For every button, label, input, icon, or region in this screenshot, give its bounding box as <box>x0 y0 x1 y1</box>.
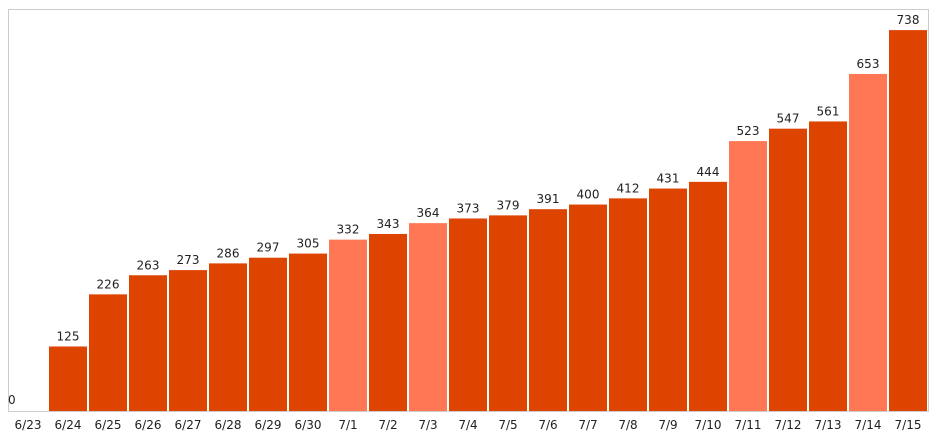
category-label: 6/27 <box>175 418 202 432</box>
category-label: 7/13 <box>815 418 842 432</box>
bar-7-13 <box>809 121 847 412</box>
bar-7-8 <box>609 198 647 411</box>
bar-7-11 <box>729 141 767 411</box>
value-label: 379 <box>497 198 520 212</box>
value-label: 332 <box>337 223 360 237</box>
value-label: 373 <box>457 201 480 215</box>
category-label: 6/26 <box>135 418 162 432</box>
plot-frame <box>8 9 929 412</box>
value-label: 305 <box>297 237 320 251</box>
value-label: 561 <box>817 104 840 118</box>
category-label: 6/28 <box>215 418 242 432</box>
bar-6-25 <box>89 294 127 411</box>
value-label: 263 <box>137 258 160 272</box>
category-label: 7/9 <box>658 418 677 432</box>
value-label: 0 <box>8 393 16 407</box>
bar-6-26 <box>129 275 167 411</box>
value-label: 412 <box>617 181 640 195</box>
bar-7-2 <box>369 233 407 411</box>
category-label: 7/4 <box>458 418 477 432</box>
category-label: 7/1 <box>338 418 357 432</box>
category-labels-group: 6/23 6/24 6/25 6/26 6/27 6/28 6/29 6/30 7/1 7/2 7/… <box>15 418 922 432</box>
bar-7-1 <box>329 239 367 411</box>
value-label: 444 <box>697 165 720 179</box>
bar-6-28 <box>209 263 247 411</box>
bar-7-9 <box>649 188 687 411</box>
category-label: 6/23 <box>15 418 42 432</box>
value-label: 653 <box>857 57 880 71</box>
bar-7-6 <box>529 209 567 411</box>
bar-7-15 <box>889 30 927 412</box>
value-label: 125 <box>57 329 80 343</box>
bar-7-7 <box>569 204 607 411</box>
bar-6-24 <box>49 346 87 411</box>
category-label: 7/5 <box>498 418 517 432</box>
category-label: 6/25 <box>95 418 122 432</box>
category-label: 6/24 <box>55 418 82 432</box>
bar-7-4 <box>449 218 487 411</box>
category-label: 7/10 <box>695 418 722 432</box>
category-label: 6/30 <box>295 418 322 432</box>
value-label: 738 <box>897 13 920 27</box>
value-label: 400 <box>577 188 600 202</box>
category-label: 7/12 <box>775 418 802 432</box>
bars-group <box>49 30 927 412</box>
bar-7-10 <box>689 181 727 411</box>
category-label: 7/15 <box>895 418 922 432</box>
bar-7-5 <box>489 215 527 411</box>
category-label: 7/14 <box>855 418 882 432</box>
value-label: 391 <box>537 192 560 206</box>
category-label: 6/29 <box>255 418 282 432</box>
value-label: 286 <box>217 246 240 260</box>
value-label: 343 <box>377 217 400 231</box>
bar-7-12 <box>769 128 807 411</box>
value-label: 297 <box>257 241 280 255</box>
value-label: 523 <box>737 124 760 138</box>
category-label: 7/7 <box>578 418 597 432</box>
value-label: 273 <box>177 253 200 267</box>
category-label: 7/8 <box>618 418 637 432</box>
bar-7-3 <box>409 223 447 411</box>
category-label: 7/2 <box>378 418 397 432</box>
bar-6-29 <box>249 257 287 411</box>
value-label: 226 <box>97 277 120 291</box>
bar-6-27 <box>169 270 207 411</box>
value-labels-group: 0 125 226 263 273 286 297 305 332 343 364 373 379 391… <box>8 13 919 407</box>
category-label: 7/3 <box>418 418 437 432</box>
value-label: 431 <box>657 172 680 186</box>
value-label: 547 <box>777 112 800 126</box>
category-label: 7/6 <box>538 418 557 432</box>
bar-6-30 <box>289 253 327 411</box>
category-label: 7/11 <box>735 418 762 432</box>
value-label: 364 <box>417 206 440 220</box>
bar-7-14 <box>849 73 887 411</box>
